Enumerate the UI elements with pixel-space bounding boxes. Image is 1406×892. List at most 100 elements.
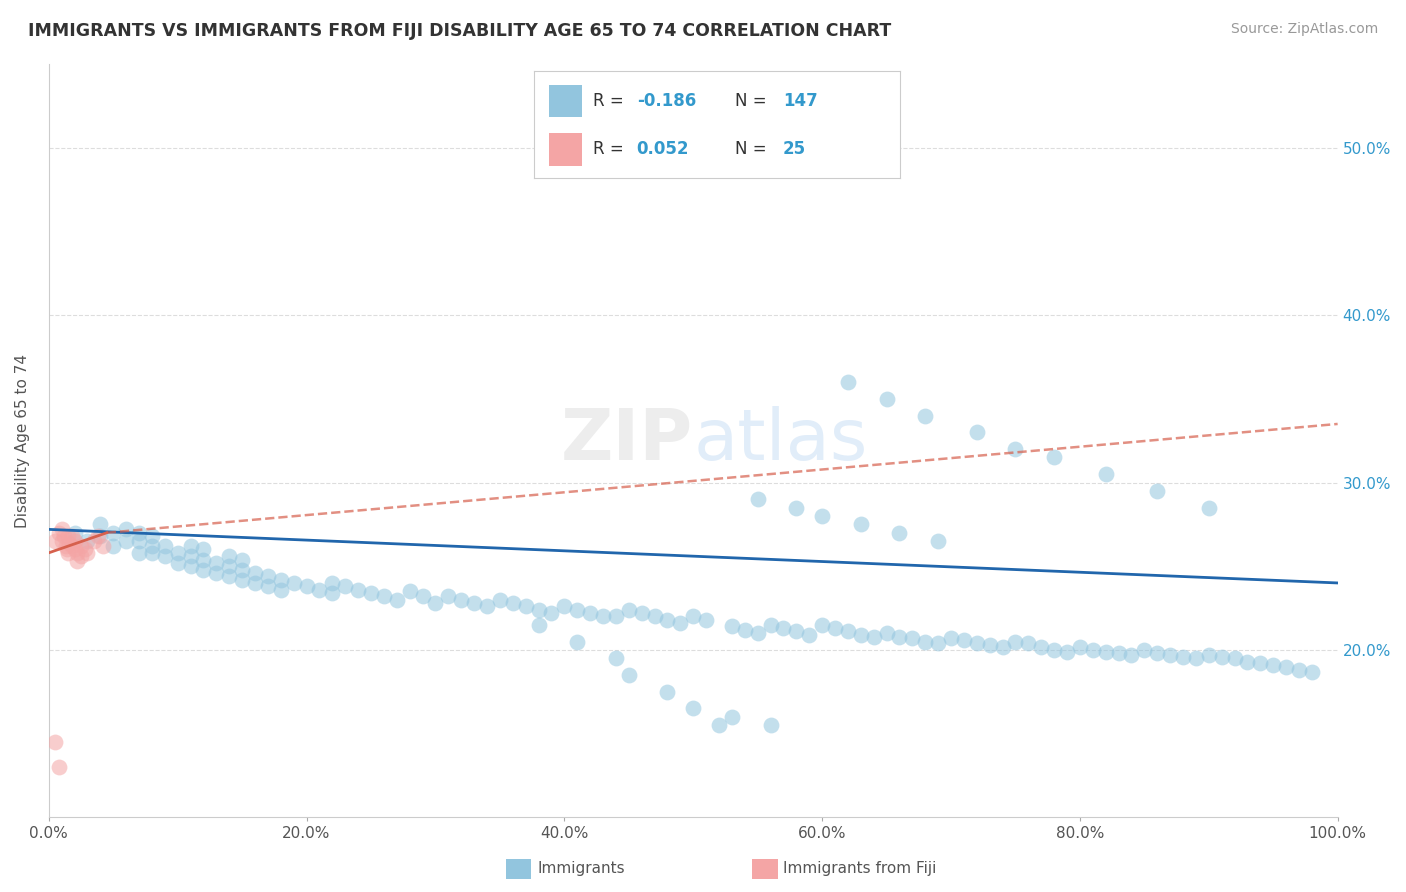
Point — [335, 579, 357, 593]
Point — [824, 621, 846, 635]
Point — [1171, 649, 1194, 664]
Point — [66, 554, 89, 568]
Text: N =: N = — [735, 93, 772, 111]
Point — [475, 599, 498, 614]
Point — [1288, 663, 1310, 677]
Point — [695, 613, 717, 627]
Point — [180, 559, 202, 574]
Point — [48, 525, 70, 540]
Point — [1081, 643, 1104, 657]
Point — [166, 556, 188, 570]
Point — [55, 539, 77, 553]
Text: ZIP: ZIP — [561, 406, 693, 475]
Point — [231, 573, 253, 587]
Point — [450, 592, 472, 607]
Point — [231, 563, 253, 577]
Point — [1263, 657, 1285, 672]
Point — [412, 590, 434, 604]
Point — [644, 609, 666, 624]
Text: R =: R = — [593, 141, 628, 159]
Point — [502, 596, 524, 610]
Point — [153, 539, 176, 553]
Point — [991, 640, 1014, 654]
Point — [60, 539, 83, 553]
FancyBboxPatch shape — [548, 86, 582, 118]
Point — [1198, 648, 1220, 662]
Point — [51, 534, 73, 549]
Point — [1043, 450, 1066, 465]
Point — [1094, 467, 1116, 482]
Text: R =: R = — [593, 93, 628, 111]
Point — [243, 566, 266, 580]
Point — [605, 609, 627, 624]
Point — [592, 609, 614, 624]
Point — [83, 534, 105, 549]
Point — [398, 584, 420, 599]
Point — [785, 500, 807, 515]
Point — [89, 529, 111, 543]
Point — [385, 592, 408, 607]
Point — [153, 549, 176, 564]
Point — [889, 630, 911, 644]
Point — [115, 534, 138, 549]
Point — [901, 631, 924, 645]
Point — [1159, 648, 1181, 662]
Point — [527, 603, 550, 617]
Point — [283, 576, 305, 591]
Point — [927, 534, 949, 549]
Point — [193, 563, 215, 577]
Point — [617, 668, 640, 682]
Point — [231, 552, 253, 566]
Point — [103, 539, 125, 553]
Point — [321, 576, 343, 591]
Point — [1043, 643, 1066, 657]
Point — [605, 651, 627, 665]
Point — [837, 624, 859, 639]
Text: 25: 25 — [783, 141, 806, 159]
Point — [1146, 646, 1168, 660]
Point — [53, 529, 76, 543]
Point — [1069, 640, 1091, 654]
Point — [966, 425, 988, 440]
Point — [91, 539, 114, 553]
Point — [1223, 651, 1246, 665]
Point — [257, 579, 280, 593]
Point — [1198, 500, 1220, 515]
Point — [966, 636, 988, 650]
Point — [1108, 646, 1130, 660]
Text: Immigrants: Immigrants — [537, 862, 624, 876]
Point — [1017, 636, 1039, 650]
Point — [63, 525, 86, 540]
Point — [73, 542, 96, 557]
Point — [115, 522, 138, 536]
Point — [721, 710, 744, 724]
Y-axis label: Disability Age 65 to 74: Disability Age 65 to 74 — [15, 353, 30, 528]
Point — [939, 631, 962, 645]
Point — [66, 546, 89, 560]
Point — [56, 546, 79, 560]
Point — [1121, 648, 1143, 662]
Point — [747, 492, 769, 507]
Point — [1056, 644, 1078, 658]
Point — [1004, 442, 1026, 456]
Point — [1211, 649, 1233, 664]
Point — [180, 549, 202, 564]
Point — [76, 546, 98, 560]
Point — [747, 626, 769, 640]
Point — [927, 636, 949, 650]
Point — [553, 599, 575, 614]
Point — [669, 616, 692, 631]
Point — [657, 613, 679, 627]
Point — [979, 638, 1001, 652]
Point — [58, 535, 80, 549]
Point — [218, 569, 240, 583]
Point — [257, 569, 280, 583]
Text: atlas: atlas — [693, 406, 868, 475]
Point — [1301, 665, 1323, 679]
Point — [889, 525, 911, 540]
Point — [141, 529, 163, 543]
Point — [63, 542, 86, 557]
Point — [44, 534, 66, 549]
Point — [1275, 659, 1298, 673]
Point — [721, 619, 744, 633]
